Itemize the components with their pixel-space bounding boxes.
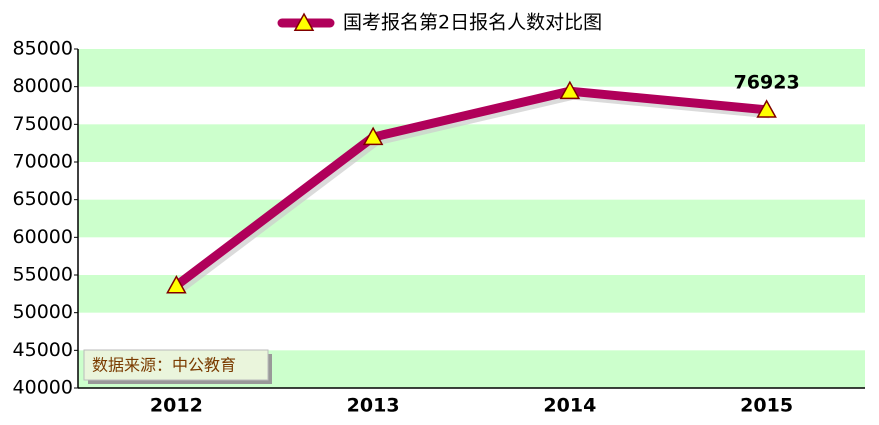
annotation-box (83, 349, 269, 381)
marker (559, 80, 581, 100)
band (78, 199, 865, 238)
y-tick-label: 40000 (13, 377, 73, 399)
y-tick-label: 45000 (13, 339, 73, 361)
band (78, 275, 865, 313)
x-tick-label: 2012 (150, 395, 203, 417)
band (78, 124, 865, 162)
plot: 76923 (166, 71, 800, 294)
band (78, 49, 865, 87)
x-tick-label: 2014 (543, 395, 596, 417)
legend-label: 国考报名第2日报名人数对比图 (343, 12, 602, 34)
y-tick-label: 85000 (13, 38, 73, 60)
series-line (173, 86, 768, 290)
y-tick-label: 60000 (13, 226, 73, 248)
y-tick-label: 70000 (13, 151, 73, 173)
marker (166, 275, 187, 294)
x-tick-label: 2015 (740, 395, 793, 417)
y-tick-label: 50000 (13, 301, 73, 323)
x-tick-label: 2013 (347, 395, 400, 417)
marker (362, 126, 384, 146)
legend-marker (293, 12, 315, 31)
y-tick-label: 80000 (13, 75, 73, 97)
marker (756, 99, 777, 118)
y-tick-label: 65000 (13, 188, 73, 210)
data-label: 76923 (734, 71, 800, 93)
bands (78, 49, 865, 388)
y-tick-label: 55000 (13, 264, 73, 286)
annotation: 数据来源：中公教育 (92, 356, 236, 375)
y-tick-label: 75000 (13, 113, 73, 135)
